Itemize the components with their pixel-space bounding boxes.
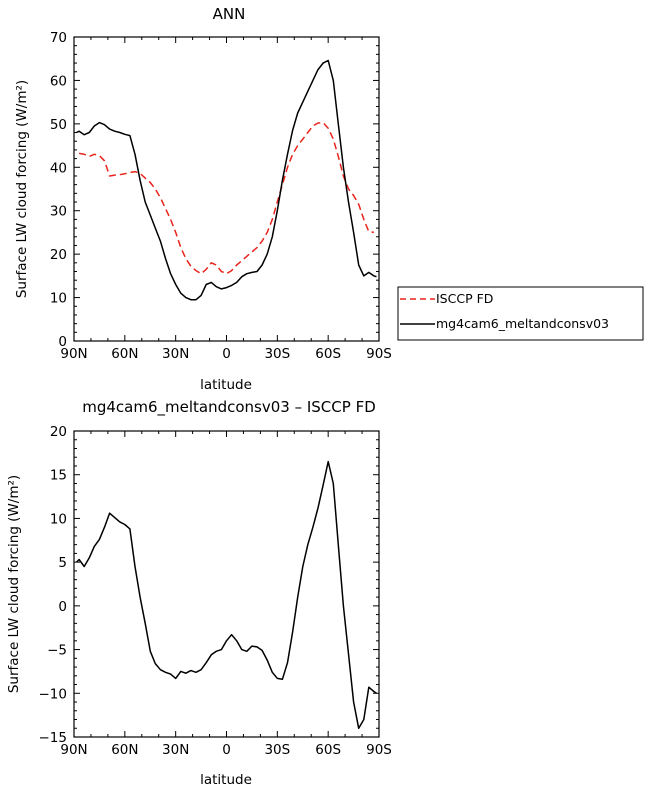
chart-top-y-tick-label: 0 xyxy=(58,334,67,350)
chart-top-x-tick-label: 30N xyxy=(162,346,189,362)
chart-bottom-x-ticks: 90N 60N 30N 0 30S 60S 90S xyxy=(60,431,392,758)
chart-bottom-x-tick-label: 90S xyxy=(366,742,392,758)
chart-bottom-y-tick-label: −10 xyxy=(39,686,68,702)
chart-top-y-tick-label: 10 xyxy=(50,291,67,307)
chart-bottom-x-tick-label: 90N xyxy=(60,742,87,758)
chart-bottom-y-tick-label: 10 xyxy=(50,511,67,527)
chart-bottom-y-tick-label: −15 xyxy=(39,730,68,746)
chart-top-y-tick-label: 70 xyxy=(50,30,67,46)
chart-bottom-y-tick-label: 5 xyxy=(58,555,67,571)
chart-top-xlabel: latitude xyxy=(200,377,252,393)
legend-box xyxy=(397,286,644,341)
chart-top-plot xyxy=(76,59,377,301)
chart-bottom-y-tick-label: 20 xyxy=(50,424,67,440)
chart-bottom-ylabel: Surface LW cloud forcing (W/m²) xyxy=(6,475,22,693)
chart-top: ANN 90N 60N 30N 0 30S 60S 90S 010203040506070 … xyxy=(14,5,392,393)
chart-bottom-title: mg4cam6_meltandconsv03 – ISCCP FD xyxy=(82,398,376,417)
chart-top-y-tick-label: 60 xyxy=(50,73,67,89)
chart-top-x-tick-label: 90S xyxy=(366,346,392,362)
chart-top-x-tick-label: 60N xyxy=(111,346,138,362)
chart-top-ylabel: Surface LW cloud forcing (W/m²) xyxy=(14,80,30,298)
chart-bottom-x-tick-label: 30S xyxy=(264,742,290,758)
chart-bottom-series-difference xyxy=(75,460,377,730)
chart-top-y-tick-label: 40 xyxy=(50,160,67,176)
chart-top-y-ticks: 0 10 20 30 40 50 60 70 xyxy=(50,30,379,350)
chart-top-y-tick-label: 50 xyxy=(50,117,67,133)
chart-top-title: ANN xyxy=(213,5,246,23)
chart-top-y-tick-label: 30 xyxy=(50,204,67,220)
chart-bottom-xlabel: latitude xyxy=(200,772,252,788)
chart-bottom-plot xyxy=(75,460,377,730)
chart-bottom-x-tick-label: 60N xyxy=(111,742,138,758)
legend-label-model: mg4cam6_meltandconsv03 xyxy=(436,316,609,331)
legend: ISCCP FD mg4cam6_meltandconsv03 xyxy=(397,286,644,341)
chart-bottom-frame xyxy=(73,430,380,738)
legend-label-isccp: ISCCP FD xyxy=(436,291,493,306)
chart-bottom-x-tick-label: 60S xyxy=(315,742,341,758)
chart-bottom-x-tick-label: 30N xyxy=(162,742,189,758)
chart-top-x-tick-label: 90N xyxy=(60,346,87,362)
chart-top-x-tick-label: 0 xyxy=(222,346,231,362)
chart-bottom-y-ticks: −15 −10 −5 0 5 10 15 20 xyxy=(39,424,379,746)
chart-top-x-ticks: 90N 60N 30N 0 30S 60S 90S xyxy=(60,37,392,362)
chart-bottom: mg4cam6_meltandconsv03 – ISCCP FD 90N 60N… xyxy=(6,398,392,788)
chart-bottom-x-tick-label: 0 xyxy=(222,742,231,758)
chart-top-y-tick-label: 20 xyxy=(50,247,67,263)
chart-top-series-isccp-fd xyxy=(78,121,375,275)
chart-bottom-y-tick-label: 0 xyxy=(58,599,67,615)
chart-bottom-y-tick-label: 15 xyxy=(50,468,67,484)
chart-top-x-tick-label: 30S xyxy=(264,346,290,362)
chart-top-x-tick-label: 60S xyxy=(315,346,341,362)
chart-bottom-y-tick-label: −5 xyxy=(47,643,67,659)
chart-top-series-mg4cam6-meltandconsv03 xyxy=(76,59,377,301)
